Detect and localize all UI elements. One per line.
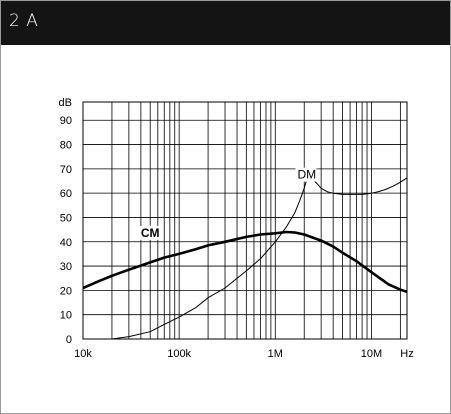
y-tick-label: 30	[60, 261, 72, 273]
x-tick-label: 10M	[361, 348, 382, 360]
y-tick-label: 20	[60, 285, 72, 297]
y-tick-label: 50	[60, 212, 72, 224]
y-tick-label: 0	[66, 334, 72, 346]
y-tick-label: 60	[60, 188, 72, 200]
y-axis-unit-label: dB	[59, 97, 72, 109]
card-title: 2 A	[9, 11, 39, 31]
y-tick-label: 10	[60, 310, 72, 322]
x-axis-unit-label: Hz	[400, 348, 413, 360]
y-tick-label: 80	[60, 140, 72, 152]
series-label-dm: DM	[297, 168, 316, 182]
series-label-bg	[138, 225, 161, 240]
plot-frame	[82, 101, 408, 340]
y-tick-label: 90	[60, 115, 72, 127]
series-label-bg	[295, 167, 317, 182]
series-label-cm: CM	[141, 226, 160, 240]
y-tick-label: 40	[60, 237, 72, 249]
card-header: 2 A	[1, 1, 450, 45]
x-tick-label: 10k	[74, 348, 92, 360]
x-tick-label: 100k	[167, 348, 191, 360]
x-tick-label: 1M	[268, 348, 283, 360]
series-line-cm	[83, 230, 407, 294]
y-tick-label: 70	[60, 164, 72, 176]
